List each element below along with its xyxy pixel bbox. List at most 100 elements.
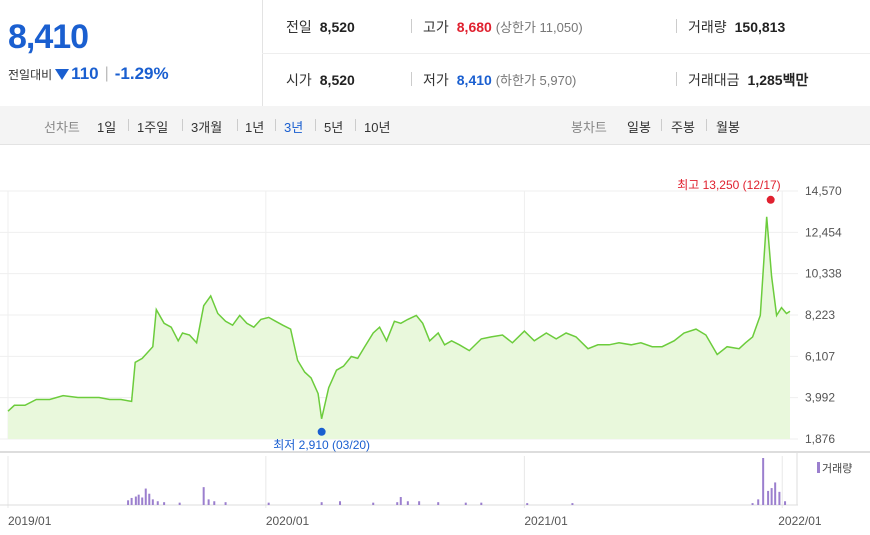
- volume-bar: [156, 501, 159, 505]
- lower-limit: (하한가 5,970): [495, 73, 577, 88]
- y-tick-label: 6,107: [805, 349, 835, 363]
- volume-bar: [213, 501, 216, 505]
- y-tick-label: 14,570: [805, 184, 842, 198]
- y-tick-label: 12,454: [805, 225, 842, 239]
- amount-value: 1,285: [747, 72, 783, 88]
- divider: [676, 72, 677, 86]
- price-box: 8,410 전일대비 110 | -1.29%: [0, 0, 263, 106]
- divider: [411, 19, 412, 33]
- max-label: 최고 13,250 (12/17): [677, 178, 780, 192]
- open-label: 시가: [286, 72, 312, 88]
- volume-bar: [134, 496, 137, 505]
- divider: |: [104, 65, 109, 82]
- change-value: 110: [71, 64, 99, 83]
- volume-bar: [130, 497, 133, 505]
- divider: [182, 119, 183, 131]
- volume-bar: [757, 499, 760, 505]
- divider: [706, 119, 707, 131]
- divider: [128, 119, 129, 131]
- prev-close-label: 전일: [286, 19, 312, 35]
- volume-bar: [144, 488, 147, 505]
- volume-bar: [571, 503, 574, 505]
- volume-bar: [141, 497, 144, 505]
- quote-header: 8,410 전일대비 110 | -1.29% 전일 8,520 고가 8,680 …: [0, 0, 870, 107]
- x-tick-label: 2020/01: [266, 514, 310, 528]
- divider: [411, 72, 412, 86]
- volume-bar: [267, 502, 270, 505]
- period-3y[interactable]: 3년: [284, 120, 304, 135]
- period-3m[interactable]: 3개월: [191, 120, 223, 135]
- volume-bar: [224, 502, 227, 505]
- volume-bar: [137, 494, 140, 505]
- volume-bar: [480, 502, 483, 505]
- volume-bar: [127, 500, 130, 505]
- divider: [661, 119, 662, 131]
- x-tick-label: 2021/01: [524, 514, 568, 528]
- volume-bar: [526, 503, 529, 505]
- y-tick-label: 10,338: [805, 267, 842, 281]
- divider: [315, 119, 316, 131]
- low-label: 저가: [423, 72, 449, 88]
- volume-bar: [202, 487, 205, 505]
- change-rate: -1.29%: [114, 64, 169, 83]
- divider: [275, 119, 276, 131]
- volume-bar: [437, 502, 440, 505]
- y-tick-label: 1,876: [805, 432, 835, 446]
- price-area: [8, 216, 790, 439]
- period-1w[interactable]: 1주일: [137, 120, 169, 135]
- volume-bar: [339, 501, 342, 505]
- low: 저가 8,410 (하한가 5,970): [423, 70, 576, 90]
- volume-bar: [163, 502, 166, 505]
- amount-unit: 백만: [782, 72, 809, 88]
- volume: 거래량 150,813: [688, 17, 785, 37]
- volume-bar: [207, 499, 210, 505]
- price-line: [7, 216, 791, 419]
- amount: 거래대금 1,285백만: [688, 70, 808, 90]
- volume-value: 150,813: [734, 19, 786, 35]
- divider: [355, 119, 356, 131]
- upper-limit: (상한가 11,050): [495, 20, 583, 35]
- line-chart-label: 선차트: [44, 120, 80, 135]
- period-1y[interactable]: 1년: [245, 120, 265, 135]
- x-tick-label: 2022/01: [778, 514, 822, 528]
- volume-bar: [767, 490, 770, 505]
- period-1d[interactable]: 1일: [97, 120, 117, 135]
- high: 고가 8,680 (상한가 11,050): [423, 17, 583, 37]
- period-5y[interactable]: 5년: [324, 120, 344, 135]
- volume-bar: [774, 482, 777, 505]
- volume-bar: [372, 502, 375, 505]
- min-marker: [317, 427, 326, 436]
- volume-bar: [784, 501, 787, 505]
- change-label: 전일대비: [8, 67, 53, 82]
- prev-close: 전일 8,520: [286, 17, 355, 37]
- volume-bar: [751, 503, 754, 505]
- candle-daily[interactable]: 일봉: [627, 120, 651, 135]
- candle-weekly[interactable]: 주봉: [671, 120, 695, 135]
- y-tick-label: 3,992: [805, 391, 835, 405]
- period-10y[interactable]: 10년: [364, 120, 391, 135]
- volume-bar: [151, 499, 154, 505]
- volume-legend-label: 거래량: [822, 462, 852, 475]
- prev-close-value: 8,520: [319, 19, 355, 35]
- volume-bar: [762, 458, 765, 505]
- volume-label: 거래량: [688, 19, 727, 35]
- volume-bar: [396, 502, 399, 505]
- high-value: 8,680: [456, 19, 492, 35]
- divider: [237, 119, 238, 131]
- min-label: 최저 2,910 (03/20): [273, 438, 370, 452]
- volume-bar: [418, 501, 421, 505]
- y-tick-label: 8,223: [805, 308, 835, 322]
- volume-bar: [399, 497, 402, 505]
- amount-label: 거래대금: [688, 72, 740, 88]
- divider: [262, 53, 870, 54]
- current-price: 8,410: [8, 18, 89, 56]
- volume-bar: [406, 501, 409, 505]
- x-tick-label: 2019/01: [8, 514, 52, 528]
- down-triangle-icon: [55, 68, 70, 80]
- divider: [676, 19, 677, 33]
- max-marker: [766, 195, 775, 204]
- volume-bar: [178, 502, 181, 505]
- candle-monthly[interactable]: 월봉: [716, 120, 740, 135]
- low-value: 8,410: [456, 72, 492, 88]
